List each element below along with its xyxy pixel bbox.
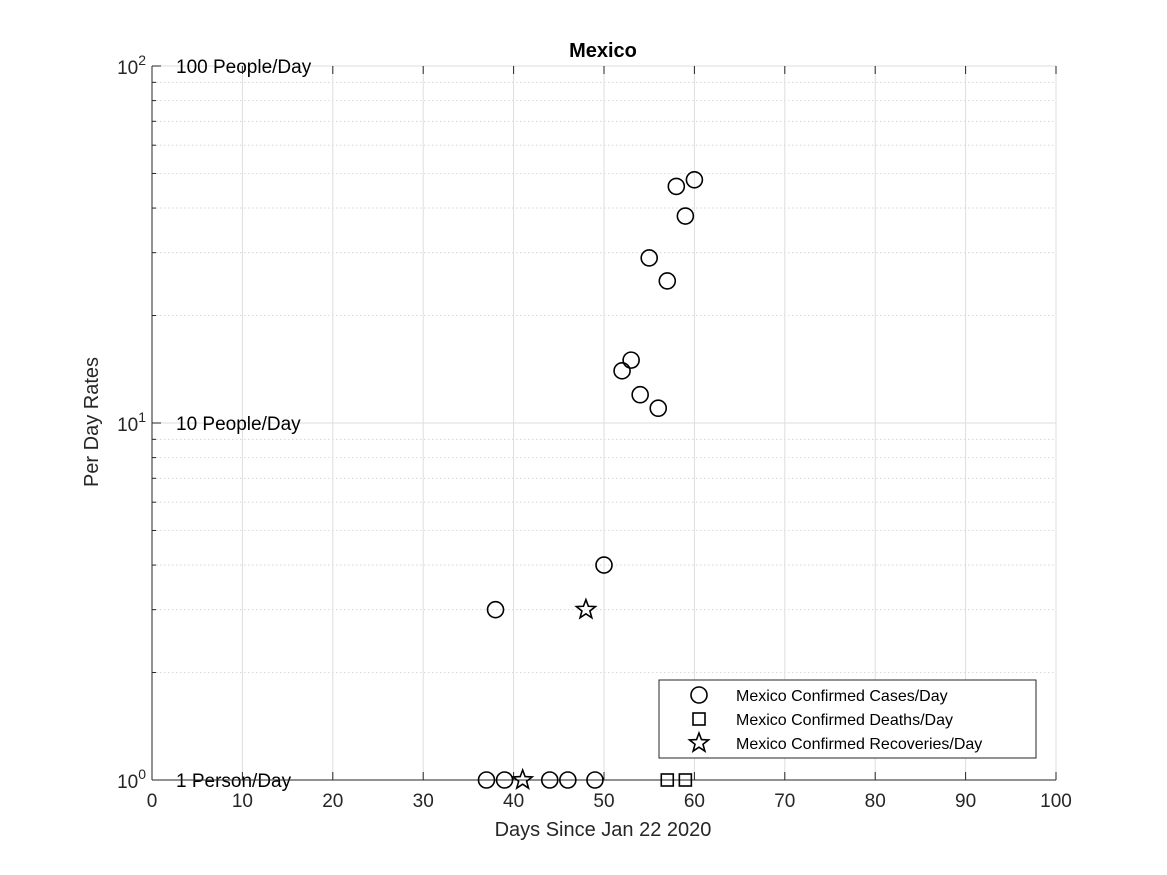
x-tick-label: 90 (955, 791, 976, 812)
x-tick-label: 30 (413, 791, 434, 812)
data-point-circle (486, 600, 505, 619)
reference-label: 1 Person/Day (176, 771, 292, 792)
x-tick-label: 0 (147, 791, 158, 812)
y-tick-label: 101 (117, 409, 146, 436)
data-point-circle (631, 385, 649, 404)
y-tick-label: 102 (117, 52, 146, 79)
data-point-square (660, 773, 675, 787)
x-tick-label: 100 (1040, 791, 1072, 812)
data-point-circle (658, 272, 677, 290)
data-point-circle (595, 556, 613, 574)
data-point-circle (640, 249, 659, 267)
y-tick-label: 100 (117, 766, 146, 793)
data-point-circle (495, 771, 514, 789)
x-tick-label: 70 (774, 791, 795, 812)
series-circle (477, 170, 704, 789)
data-point-circle (559, 771, 577, 789)
legend-marker-circle (690, 686, 708, 704)
x-tick-label: 40 (503, 791, 524, 812)
x-tick-label: 10 (232, 791, 253, 812)
y-axis-label: Per Day Rates (81, 357, 103, 487)
data-point-circle (649, 399, 668, 418)
data-point-star (574, 597, 598, 620)
axes: 0 10 20 30 40 50 60 70 80 90 100 100 101 102 (117, 52, 1072, 812)
series-star (510, 597, 598, 790)
legend: Mexico Confirmed Cases/Day Mexico Confirm… (658, 679, 1037, 759)
data-point-circle (667, 177, 686, 196)
data-markers (477, 170, 704, 790)
chart-title: Mexico (569, 40, 637, 62)
x-tick-label: 50 (593, 791, 614, 812)
x-axis-label: Days Since Jan 22 2020 (495, 819, 712, 841)
series-square (660, 773, 693, 787)
data-point-circle (685, 170, 704, 189)
reference-label: 10 People/Day (176, 414, 301, 435)
legend-marker-star (687, 730, 711, 753)
reference-label: 100 People/Day (176, 57, 312, 78)
data-point-circle (622, 351, 640, 369)
legend-box (658, 679, 1037, 759)
legend-entry: Mexico Confirmed Deaths/Day (736, 712, 953, 729)
data-point-circle (613, 362, 631, 380)
data-point-circle (676, 207, 695, 225)
x-tick-label: 60 (684, 791, 705, 812)
x-tick-label: 80 (865, 791, 886, 812)
data-point-circle (540, 771, 559, 789)
data-point-star (510, 767, 535, 790)
data-point-circle (586, 771, 604, 789)
legend-entry: Mexico Confirmed Cases/Day (736, 688, 948, 705)
x-tick-label: 20 (322, 791, 343, 812)
data-point-circle (477, 771, 496, 789)
data-point-square (678, 773, 693, 787)
legend-entry: Mexico Confirmed Recoveries/Day (736, 736, 982, 753)
reference-labels: 100 People/Day 10 People/Day 1 Person/Day (176, 57, 312, 792)
legend-marker-square (692, 712, 706, 726)
